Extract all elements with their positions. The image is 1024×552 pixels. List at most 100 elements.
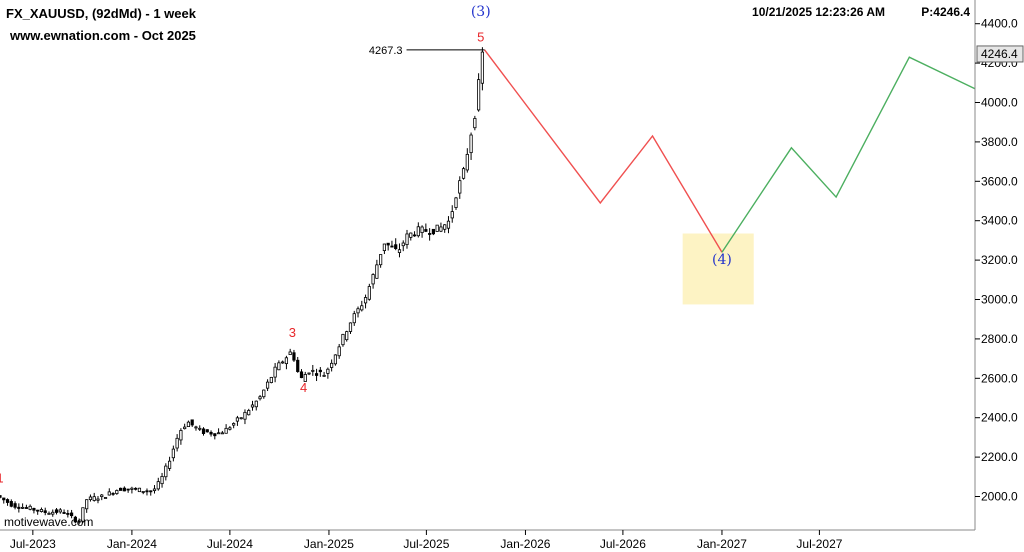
candle-body: [428, 233, 432, 235]
candle-body: [258, 396, 262, 400]
y-tick-label: 2600.0: [981, 371, 1018, 385]
peak-marker-label: 4267.3: [369, 45, 403, 57]
candle-body: [333, 354, 338, 365]
candle-body: [171, 448, 175, 459]
candle-body: [228, 427, 232, 430]
y-tick-label: 3000.0: [981, 293, 1018, 307]
candle-body: [186, 421, 191, 428]
candle-body: [70, 512, 74, 517]
candle-body: [269, 376, 273, 383]
candle-body: [198, 427, 202, 430]
candle-body: [371, 274, 375, 285]
candle-body: [17, 506, 21, 509]
candle-body: [205, 429, 209, 433]
price-readout: P:4246.4: [921, 5, 970, 19]
candle-body: [32, 507, 36, 511]
candle-body: [81, 507, 85, 522]
x-tick-label: Jan-2024: [107, 537, 157, 551]
candle-body: [412, 234, 417, 237]
candle-body: [296, 359, 300, 372]
candle-body: [250, 404, 255, 408]
candle-body: [73, 516, 77, 523]
candle-body: [450, 211, 454, 219]
candle-body: [292, 352, 296, 361]
candle-body: [367, 286, 371, 300]
last-price-tag: 4246.4: [976, 45, 1024, 63]
candle-body: [288, 351, 292, 356]
candle-body: [326, 368, 330, 374]
candle-body: [201, 428, 206, 434]
candle-body: [337, 346, 341, 357]
candle-body: [134, 487, 138, 490]
candle-body: [277, 362, 281, 371]
x-tick-label: Jan-2026: [500, 537, 550, 551]
candle-body: [352, 313, 356, 324]
candle-body: [431, 228, 435, 235]
candle-body: [220, 432, 224, 435]
x-tick-label: Jul-2025: [403, 537, 449, 551]
y-tick-label: 2200.0: [981, 450, 1018, 464]
x-axis[interactable]: Jul-2023 Jan-2024 Jul-2024 Jan-2025 Jul-2025…: [0, 529, 975, 551]
candle-body: [24, 507, 28, 509]
candle-body: [137, 487, 142, 493]
candle-body: [424, 229, 428, 232]
candle-body: [175, 437, 179, 449]
candle-body: [96, 498, 100, 501]
candle-body: [461, 168, 466, 179]
candle-body: [179, 430, 183, 441]
candle-body: [341, 333, 345, 346]
x-tick-label: Jan-2025: [304, 537, 354, 551]
candle-body: [21, 506, 25, 509]
candle-body: [118, 487, 123, 491]
candle-body: [299, 371, 304, 379]
last-price-tag-box: [976, 45, 1024, 63]
last-price-tag-label: 4246.4: [981, 47, 1018, 61]
watermark: motivewave.com: [4, 515, 93, 529]
candle-body: [103, 497, 108, 499]
candle-body: [363, 297, 368, 304]
candle-body: [262, 389, 266, 398]
candle-body: [401, 242, 405, 247]
candle-body: [54, 509, 59, 513]
candle-body: [318, 369, 322, 373]
candle-body: [348, 322, 353, 332]
candle-body: [88, 496, 93, 500]
candles: [0, 47, 484, 525]
candle-body: [307, 372, 311, 375]
candle-body: [85, 499, 89, 510]
candle-body: [443, 224, 447, 230]
candle-body: [213, 433, 217, 437]
y-tick-label: 3200.0: [981, 253, 1018, 267]
timestamp: 10/21/2025 12:23:26 AM: [752, 5, 885, 19]
x-tick-label: Jul-2027: [796, 537, 842, 551]
candle-body: [480, 51, 484, 84]
candle-body: [216, 432, 221, 435]
candle-body: [167, 460, 172, 469]
candle-body: [390, 245, 394, 248]
y-tick-label: 4000.0: [981, 96, 1018, 110]
candle-body: [284, 357, 289, 365]
candle-body: [43, 510, 47, 513]
chart-title: FX_XAUUSD, (92dMd) - 1 week: [6, 6, 197, 21]
candle-body: [397, 249, 402, 253]
candle-body: [273, 366, 277, 378]
candle-body: [477, 79, 481, 111]
candle-body: [330, 362, 334, 368]
candle-body: [235, 417, 240, 422]
projection-lines: [483, 49, 976, 253]
candle-body: [190, 419, 194, 426]
candle-body: [469, 134, 473, 154]
wave-label: 3: [289, 325, 296, 340]
candle-body: [439, 226, 443, 232]
y-tick-label: 2800.0: [981, 332, 1018, 346]
candle-body: [28, 505, 32, 510]
peak-marker: 4267.3: [369, 45, 485, 57]
candle-body: [39, 509, 44, 512]
candle-body: [416, 226, 420, 237]
candle-body: [303, 374, 307, 382]
candle-body: [386, 242, 390, 246]
candle-body: [2, 497, 6, 501]
